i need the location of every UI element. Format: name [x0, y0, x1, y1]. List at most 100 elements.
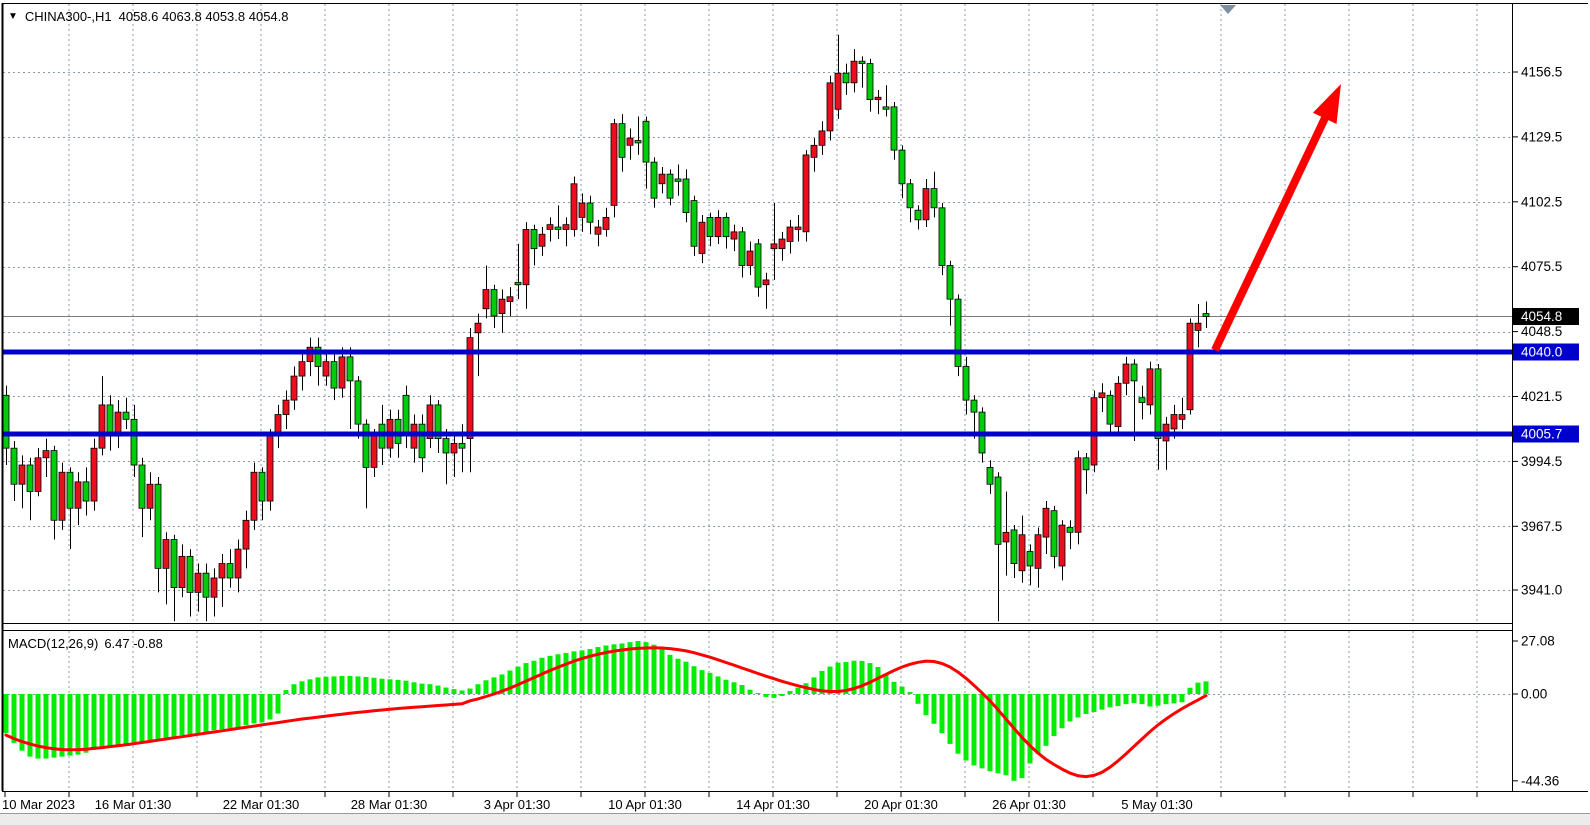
- candle-down: [346, 356, 354, 382]
- macd-histogram-bar: [867, 663, 873, 694]
- candle-down: [66, 471, 74, 509]
- price-axis-label: 3967.5: [1521, 519, 1562, 534]
- candle-down: [418, 423, 426, 459]
- candle-up: [266, 435, 274, 502]
- macd-histogram-bar: [1011, 694, 1017, 781]
- candle-up: [1178, 414, 1186, 420]
- macd-histogram-bar: [611, 644, 617, 694]
- candle-up: [210, 577, 218, 598]
- candle-up: [1074, 457, 1082, 533]
- macd-histogram-bar: [691, 666, 697, 694]
- candle-up: [290, 375, 298, 401]
- macd-histogram-bar: [811, 677, 817, 694]
- candle-up: [250, 471, 258, 521]
- macd-histogram-bar: [315, 677, 321, 694]
- candle-down: [434, 404, 442, 439]
- candle-down: [986, 467, 994, 485]
- symbol-dropdown-icon[interactable]: ▼: [8, 10, 18, 22]
- macd-histogram-bar: [907, 692, 913, 694]
- candle-down: [962, 366, 970, 401]
- candle-down: [650, 161, 658, 199]
- trend-arrow-head-icon[interactable]: [1312, 84, 1341, 124]
- macd-histogram-bar: [443, 687, 449, 694]
- candle-up: [602, 217, 610, 230]
- macd-histogram-bar: [963, 694, 969, 761]
- candle-up: [1018, 534, 1026, 572]
- candle-down: [514, 281, 522, 286]
- candle-down: [738, 231, 746, 266]
- candle-down: [82, 481, 90, 502]
- price-axis-label: 3994.5: [1521, 454, 1562, 469]
- candle-down: [666, 173, 674, 199]
- macd-axis-label: 0.00: [1521, 687, 1547, 702]
- macd-histogram-bar: [499, 674, 505, 694]
- macd-histogram-bar: [635, 641, 641, 694]
- candle-up: [466, 337, 474, 439]
- macd-histogram-bar: [235, 694, 241, 728]
- macd-histogram-bar: [211, 694, 217, 731]
- time-axis-label: 14 Apr 01:30: [736, 797, 810, 812]
- macd-histogram-bar: [899, 686, 905, 694]
- candle-up: [242, 519, 250, 550]
- candle-up: [802, 154, 810, 233]
- macd-histogram-bar: [51, 694, 57, 758]
- macd-histogram-bar: [219, 694, 225, 730]
- price-axis-label: 4048.5: [1521, 324, 1562, 339]
- macd-histogram-bar: [435, 685, 441, 694]
- candle-down: [1138, 397, 1146, 403]
- candle-up: [850, 60, 858, 84]
- macd-histogram-bar: [379, 678, 385, 694]
- macd-histogram-bar: [3, 694, 9, 734]
- candle-up: [498, 298, 506, 314]
- candle-down: [866, 63, 874, 101]
- trend-arrow-shaft[interactable]: [1211, 116, 1329, 352]
- candle-up: [1042, 507, 1050, 538]
- time-axis-label: 28 Mar 01:30: [351, 797, 428, 812]
- macd-histogram-bar: [851, 660, 857, 694]
- macd-histogram-bar: [43, 694, 49, 759]
- candle-up: [746, 250, 754, 266]
- macd-histogram-bar: [755, 693, 761, 695]
- candle-down: [930, 188, 938, 209]
- macd-histogram-bar: [323, 676, 329, 694]
- candle-up: [1090, 397, 1098, 466]
- macd-histogram-bar: [979, 694, 985, 769]
- macd-histogram-bar: [291, 684, 297, 694]
- candle-down: [122, 411, 130, 420]
- indicator-label: MACD(12,26,9) 6.47 -0.88: [8, 636, 163, 651]
- macd-histogram-bar: [1123, 694, 1129, 705]
- macd-histogram-bar: [915, 694, 921, 704]
- candle-down: [258, 471, 266, 502]
- candle-up: [1034, 534, 1042, 569]
- price-badge-label: 4040.0: [1521, 345, 1562, 360]
- macd-histogram-bar: [659, 649, 665, 694]
- price-badge: [1513, 308, 1579, 325]
- macd-histogram-bar: [587, 648, 593, 694]
- macd-histogram-bar: [971, 694, 977, 766]
- macd-histogram-bar: [83, 694, 89, 753]
- candle-up: [922, 188, 930, 221]
- macd-histogram-bar: [787, 691, 793, 694]
- candle-down: [402, 394, 410, 435]
- candle-up: [770, 243, 778, 250]
- candle-up: [1098, 392, 1106, 399]
- time-axis-label: 5 May 01:30: [1121, 797, 1193, 812]
- macd-histogram-bar: [1091, 694, 1097, 713]
- chart-shift-marker-icon[interactable]: [1220, 5, 1236, 14]
- macd-histogram-bar: [579, 650, 585, 694]
- candle-up: [778, 238, 786, 250]
- macd-histogram-bar: [1171, 694, 1177, 704]
- macd-histogram-bar: [467, 688, 473, 694]
- macd-histogram-bar: [91, 694, 97, 750]
- candle-down: [226, 563, 234, 579]
- candle-down: [458, 442, 466, 449]
- macd-histogram-bar: [19, 694, 25, 751]
- macd-histogram-bar: [187, 694, 193, 735]
- candle-up: [562, 224, 570, 230]
- candle-up: [474, 322, 482, 334]
- candle-down: [1202, 313, 1210, 317]
- macd-histogram-bar: [419, 683, 425, 694]
- macd-histogram-bar: [1107, 694, 1113, 708]
- macd-histogram-bar: [771, 694, 777, 698]
